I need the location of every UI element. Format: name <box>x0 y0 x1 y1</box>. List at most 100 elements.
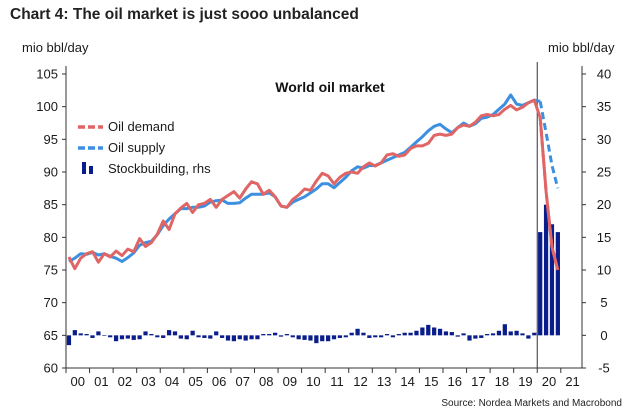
legend-supply-label: Oil supply <box>108 140 166 155</box>
right-tick-label: 35 <box>597 99 611 114</box>
stockbuilding-bar <box>508 331 513 336</box>
x-tick-label: 20 <box>542 374 556 389</box>
stockbuilding-bar <box>449 332 454 336</box>
stockbuilding-bar <box>349 332 354 336</box>
stockbuilding-bar <box>131 335 136 340</box>
left-axis-label: mio bbl/day <box>22 40 89 55</box>
stockbuilding-bar <box>490 333 496 336</box>
stockbuilding-bar <box>549 224 555 336</box>
stockbuilding-bar <box>219 335 225 338</box>
stockbuilding-bar <box>379 335 384 338</box>
right-tick-label: 20 <box>597 197 611 212</box>
stockbuilding-bar <box>261 334 266 336</box>
stockbuilding-bar <box>326 335 331 342</box>
right-tick-label: 10 <box>597 263 611 278</box>
left-tick-label: 70 <box>44 295 58 310</box>
stockbuilding-bar <box>184 335 189 340</box>
stockbuilding-bar <box>225 335 231 341</box>
left-tick-label: 80 <box>44 230 58 245</box>
stockbuilding-bar <box>343 335 348 338</box>
stockbuilding-bar <box>437 328 443 336</box>
right-tick-label: 40 <box>597 67 611 82</box>
stockbuilding-bar <box>284 334 290 336</box>
stockbuilding-bar <box>455 335 460 337</box>
stockbuilding-bar <box>396 334 401 336</box>
stockbuilding-bar <box>532 332 537 336</box>
chart-title: Chart 4: The oil market is just sooo unb… <box>10 6 359 23</box>
stockbuilding-bar <box>243 335 248 341</box>
demand-line-dashed <box>538 117 560 271</box>
stockbuilding-bar <box>161 335 166 338</box>
stockbuilding-bar <box>384 334 390 336</box>
right-tick-label: 30 <box>597 132 611 147</box>
x-tick-label: 09 <box>283 374 297 389</box>
stockbuilding-bar <box>278 335 284 337</box>
left-tick-label: 105 <box>36 67 58 82</box>
stockbuilding-bar <box>473 335 478 339</box>
stockbuilding-bar <box>496 330 502 336</box>
stockbuilding-bar <box>485 334 490 336</box>
stockbuilding-bar <box>190 330 195 336</box>
stockbuilding-bar <box>113 335 119 342</box>
stockbuilding-bar <box>331 335 337 340</box>
stockbuilding-bar <box>202 335 207 338</box>
stockbuilding-bar <box>408 332 413 336</box>
stockbuilding-bar <box>214 331 219 336</box>
stockbuilding-bar <box>479 335 484 338</box>
stockbuilding-bar <box>208 335 213 339</box>
stockbuilding-bar <box>514 330 519 336</box>
right-axis-label: mio bbl/day <box>548 40 615 55</box>
legend-stock-label: Stockbuilding, rhs <box>108 161 211 176</box>
stockbuilding-bar <box>502 324 507 336</box>
stockbuilding-bar <box>538 232 543 336</box>
right-tick-label: 5 <box>600 295 607 310</box>
stockbuilding-bar <box>314 335 319 344</box>
stockbuilding-bar <box>172 331 178 336</box>
stockbuilding-bar <box>414 330 419 336</box>
inner-chart-title: World oil market <box>275 79 385 95</box>
x-tick-label: 02 <box>118 374 132 389</box>
x-tick-label: 18 <box>495 374 509 389</box>
right-tick-label: 0 <box>600 328 607 343</box>
stockbuilding-bar <box>125 335 130 339</box>
stockbuilding-bar <box>108 335 113 338</box>
right-tick-label: -5 <box>598 361 610 376</box>
supply-line-dashed <box>538 101 560 189</box>
stockbuilding-bar <box>143 331 148 336</box>
stockbuilding-bar <box>432 327 437 336</box>
left-tick-label: 85 <box>44 197 58 212</box>
x-tick-label: 15 <box>424 374 438 389</box>
left-tick-label: 100 <box>36 99 58 114</box>
stockbuilding-bar <box>237 335 242 340</box>
stockbuilding-bar <box>249 335 254 340</box>
stockbuilding-bar <box>166 330 172 336</box>
x-tick-label: 11 <box>330 374 344 389</box>
x-tick-label: 12 <box>353 374 367 389</box>
x-tick-label: 21 <box>565 374 579 389</box>
stockbuilding-bar <box>102 335 107 336</box>
left-tick-label: 65 <box>44 328 58 343</box>
stockbuilding-bar <box>178 335 183 339</box>
stockbuilding-bar <box>90 335 95 338</box>
legend-demand-label: Oil demand <box>108 119 174 134</box>
stockbuilding-bar <box>196 335 201 338</box>
legend-stock-swatch-a <box>82 162 86 174</box>
stockbuilding-bar <box>526 335 531 339</box>
stockbuilding-bar <box>137 335 142 340</box>
stockbuilding-bar <box>361 332 366 336</box>
stockbuilding-bar <box>543 204 549 336</box>
x-tick-label: 16 <box>448 374 462 389</box>
stockbuilding-bar <box>467 335 472 341</box>
stockbuilding-bar <box>367 335 372 338</box>
left-tick-label: 60 <box>44 361 58 376</box>
x-tick-label: 19 <box>518 374 532 389</box>
x-tick-label: 10 <box>306 374 320 389</box>
legend-stock-swatch-b <box>89 166 93 174</box>
stockbuilding-bar <box>426 324 431 336</box>
left-tick-label: 90 <box>44 165 58 180</box>
series-lines <box>67 93 560 271</box>
x-tick-label: 04 <box>165 374 179 389</box>
stockbuilding-bar <box>72 330 77 336</box>
stockbuilding-bar <box>420 327 425 336</box>
